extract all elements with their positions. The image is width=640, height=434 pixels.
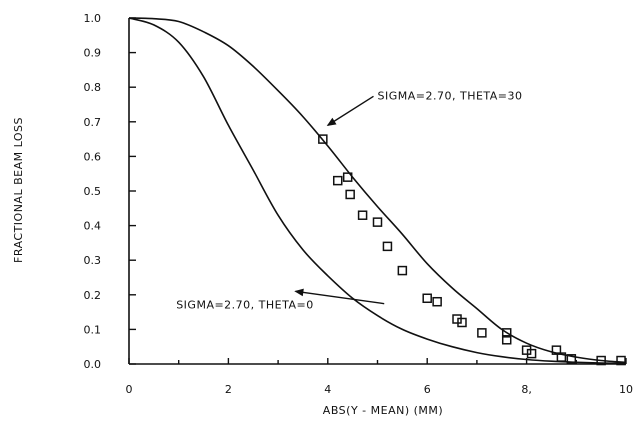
annotation-label: SIGMA=2.70, THETA=30 [378,89,523,102]
annotation-label: SIGMA=2.70, THETA=0 [176,299,314,312]
annotations: SIGMA=2.70, THETA=30 SIGMA=2.70, THETA=0 [176,89,522,311]
y-tick-label: 0.1 [84,323,102,336]
y-tick-label: 0.6 [84,150,102,163]
x-tick-label: 8, [521,383,532,396]
curve-theta-30 [128,17,627,364]
data-point [616,355,626,366]
data-point [556,352,567,362]
x-tick-label: 6 [424,383,431,396]
y-tick-label: 0.5 [84,185,102,198]
x-tick-label: 2 [225,383,232,396]
x-tick-label: 4 [324,383,331,396]
data-point [318,134,328,144]
curve-theta-0 [128,17,627,365]
x-ticks: 0 2 4 6 8, 10 [126,358,633,396]
data-point [357,210,368,220]
data-point [345,189,355,200]
data-point [477,328,487,338]
data-point [551,345,562,355]
data-point [372,217,383,227]
data-point [501,328,512,338]
data-point [566,354,577,364]
annotation-arrow [295,290,385,305]
data-point [596,355,606,366]
y-tick-label: 0.3 [84,254,102,267]
annotation-arrow [327,95,374,126]
y-tick-label: 1.0 [84,12,102,25]
curves [128,17,627,365]
data-points [318,134,626,366]
data-point [422,293,432,304]
data-point [382,241,393,252]
data-point [342,172,353,182]
y-ticks: 0.0 0.1 0.2 0.3 0.4 0.5 0.6 0.7 0.8 0.9 1.0 [84,12,136,371]
axes [128,18,626,365]
data-point [526,348,537,359]
x-tick-label: 10 [619,383,633,396]
y-tick-label: 0.4 [84,220,102,233]
x-tick-label: 0 [126,383,133,396]
data-point [501,335,512,345]
data-point [432,296,442,307]
y-tick-label: 0.0 [84,358,102,371]
data-point [457,317,467,328]
arrow-head [326,117,337,126]
x-axis-label: ABS(Y - MEAN) (MM) [323,404,443,417]
data-point [397,265,408,276]
y-tick-label: 0.7 [84,116,102,129]
arrow-head [294,288,304,297]
y-axis-label: FRACTIONAL BEAM LOSS [12,117,25,263]
y-tick-label: 0.2 [84,289,102,302]
y-tick-label: 0.9 [84,47,102,60]
data-point [332,175,343,186]
y-tick-label: 0.8 [84,81,102,94]
